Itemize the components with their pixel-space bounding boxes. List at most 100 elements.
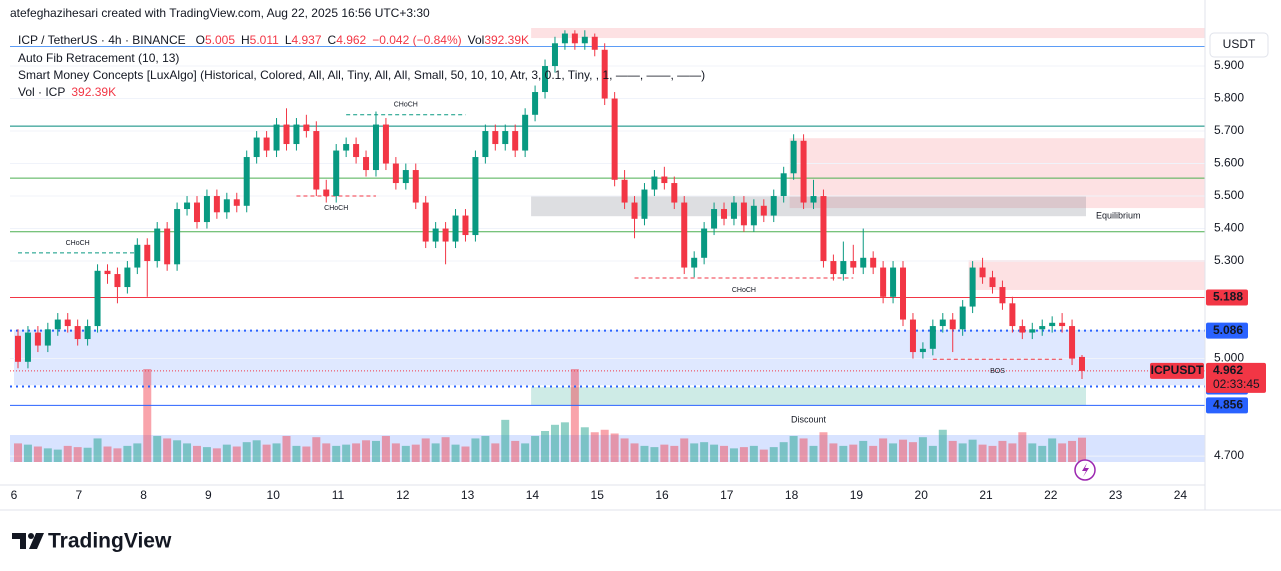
candle-body xyxy=(422,202,429,242)
candle-body xyxy=(64,319,71,327)
price-tag xyxy=(1206,289,1248,306)
volume-bar xyxy=(153,435,162,462)
currency-button[interactable] xyxy=(1209,32,1269,58)
volume-bar xyxy=(869,445,878,462)
price-tag xyxy=(1206,397,1248,414)
x-tick-label: 13 xyxy=(461,488,475,502)
volume-bar xyxy=(332,445,341,462)
volume-bar xyxy=(1018,432,1027,462)
volume-bar xyxy=(173,440,182,462)
symbol: ICP / TetherUS · 4h · BINANCE xyxy=(18,33,186,47)
volume-bar xyxy=(958,443,967,462)
volume-bar xyxy=(580,427,589,462)
x-tick-label: 24 xyxy=(1174,488,1188,502)
volume-bar xyxy=(710,444,719,462)
zone-label: Equilibrium xyxy=(1096,210,1141,220)
volume-bar xyxy=(938,429,947,462)
candle-body xyxy=(164,228,171,265)
candle-body xyxy=(124,267,131,288)
candle-body xyxy=(661,176,668,184)
symbol-tag-label: ICPUSDT xyxy=(1151,363,1204,377)
candle-body xyxy=(482,131,489,158)
price-tag-label: 5.086 xyxy=(1213,323,1243,337)
candle-body xyxy=(711,209,718,229)
candle-body xyxy=(1079,356,1085,371)
candle-body xyxy=(770,196,777,216)
x-tick-label: 6 xyxy=(11,488,18,502)
volume-bar xyxy=(302,446,311,462)
candle-body xyxy=(810,196,817,203)
volume-bar xyxy=(729,448,738,462)
volume-bar xyxy=(809,445,818,462)
volume-bar xyxy=(889,443,898,462)
candle-body xyxy=(104,270,111,275)
volume-bar xyxy=(988,445,997,462)
candle-body xyxy=(830,261,837,275)
zones xyxy=(14,28,1205,406)
candle-body xyxy=(870,257,877,268)
candle-body xyxy=(989,277,996,288)
volume-bar xyxy=(779,442,788,462)
structure-label: CHoCH xyxy=(66,240,90,247)
candle-body xyxy=(1039,326,1046,330)
candle-body xyxy=(303,124,310,132)
currency[interactable]: USDT xyxy=(1223,37,1256,51)
volume-bar xyxy=(670,445,679,462)
candles xyxy=(15,30,1085,380)
candle-body xyxy=(34,332,41,346)
zone xyxy=(968,260,1205,290)
volume-bar xyxy=(680,438,689,462)
volume-bar xyxy=(441,437,450,462)
structure-label: BOS xyxy=(990,368,1005,375)
symbol-tag xyxy=(1150,362,1204,379)
volume-bar xyxy=(1048,438,1057,462)
y-tick-label: 5.600 xyxy=(1214,156,1244,170)
volume-bar xyxy=(242,442,251,462)
volume-bar xyxy=(312,437,321,462)
candle-body xyxy=(323,189,330,197)
ohlc-label: L xyxy=(285,33,292,47)
y-tick-label: 5.300 xyxy=(1214,253,1244,267)
candle-body xyxy=(452,215,459,242)
volume-bar xyxy=(819,432,828,462)
structure-label: CHoCH xyxy=(324,205,348,212)
structure-label: CHoCH xyxy=(394,102,418,109)
volume-bar xyxy=(749,445,758,462)
candle-body xyxy=(880,267,887,297)
candle-body xyxy=(114,274,121,288)
x-tick-label: 22 xyxy=(1044,488,1058,502)
candle-body xyxy=(969,267,976,307)
candle-body xyxy=(601,49,608,99)
x-tick-label: 11 xyxy=(332,488,345,502)
candle-body xyxy=(591,36,598,50)
candle-body xyxy=(442,228,449,242)
candle-body xyxy=(193,202,200,223)
candle-body xyxy=(532,92,539,115)
volume-bar xyxy=(1008,443,1017,462)
volume-bar xyxy=(352,443,361,462)
volume-bar xyxy=(73,447,82,462)
volume-bar xyxy=(133,443,142,462)
volume-bar xyxy=(560,422,569,462)
candle-body xyxy=(333,150,340,197)
candle-body xyxy=(24,332,31,362)
candle-body xyxy=(313,131,320,190)
ohlc-value: 4.962 xyxy=(336,33,366,47)
candle-body xyxy=(223,199,230,213)
volume-bar xyxy=(43,448,52,462)
candle-body xyxy=(750,205,757,226)
volume-bar xyxy=(143,369,152,462)
volume-bar xyxy=(968,439,977,462)
legend: ICP / TetherUS · 4h · BINANCE O5.005 H5.01… xyxy=(18,33,529,47)
y-tick-label: 5.500 xyxy=(1214,188,1244,202)
vol-label: Vol xyxy=(468,33,485,47)
candle-body xyxy=(15,335,21,362)
volume-bar xyxy=(183,443,192,462)
volume-bar xyxy=(531,435,540,462)
volume-bar xyxy=(908,442,917,462)
volume-legend: Vol · ICP 392.39K xyxy=(18,85,116,99)
x-tick-label: 17 xyxy=(720,488,734,502)
brand-logo xyxy=(12,533,44,549)
x-tick-label: 21 xyxy=(979,488,993,502)
